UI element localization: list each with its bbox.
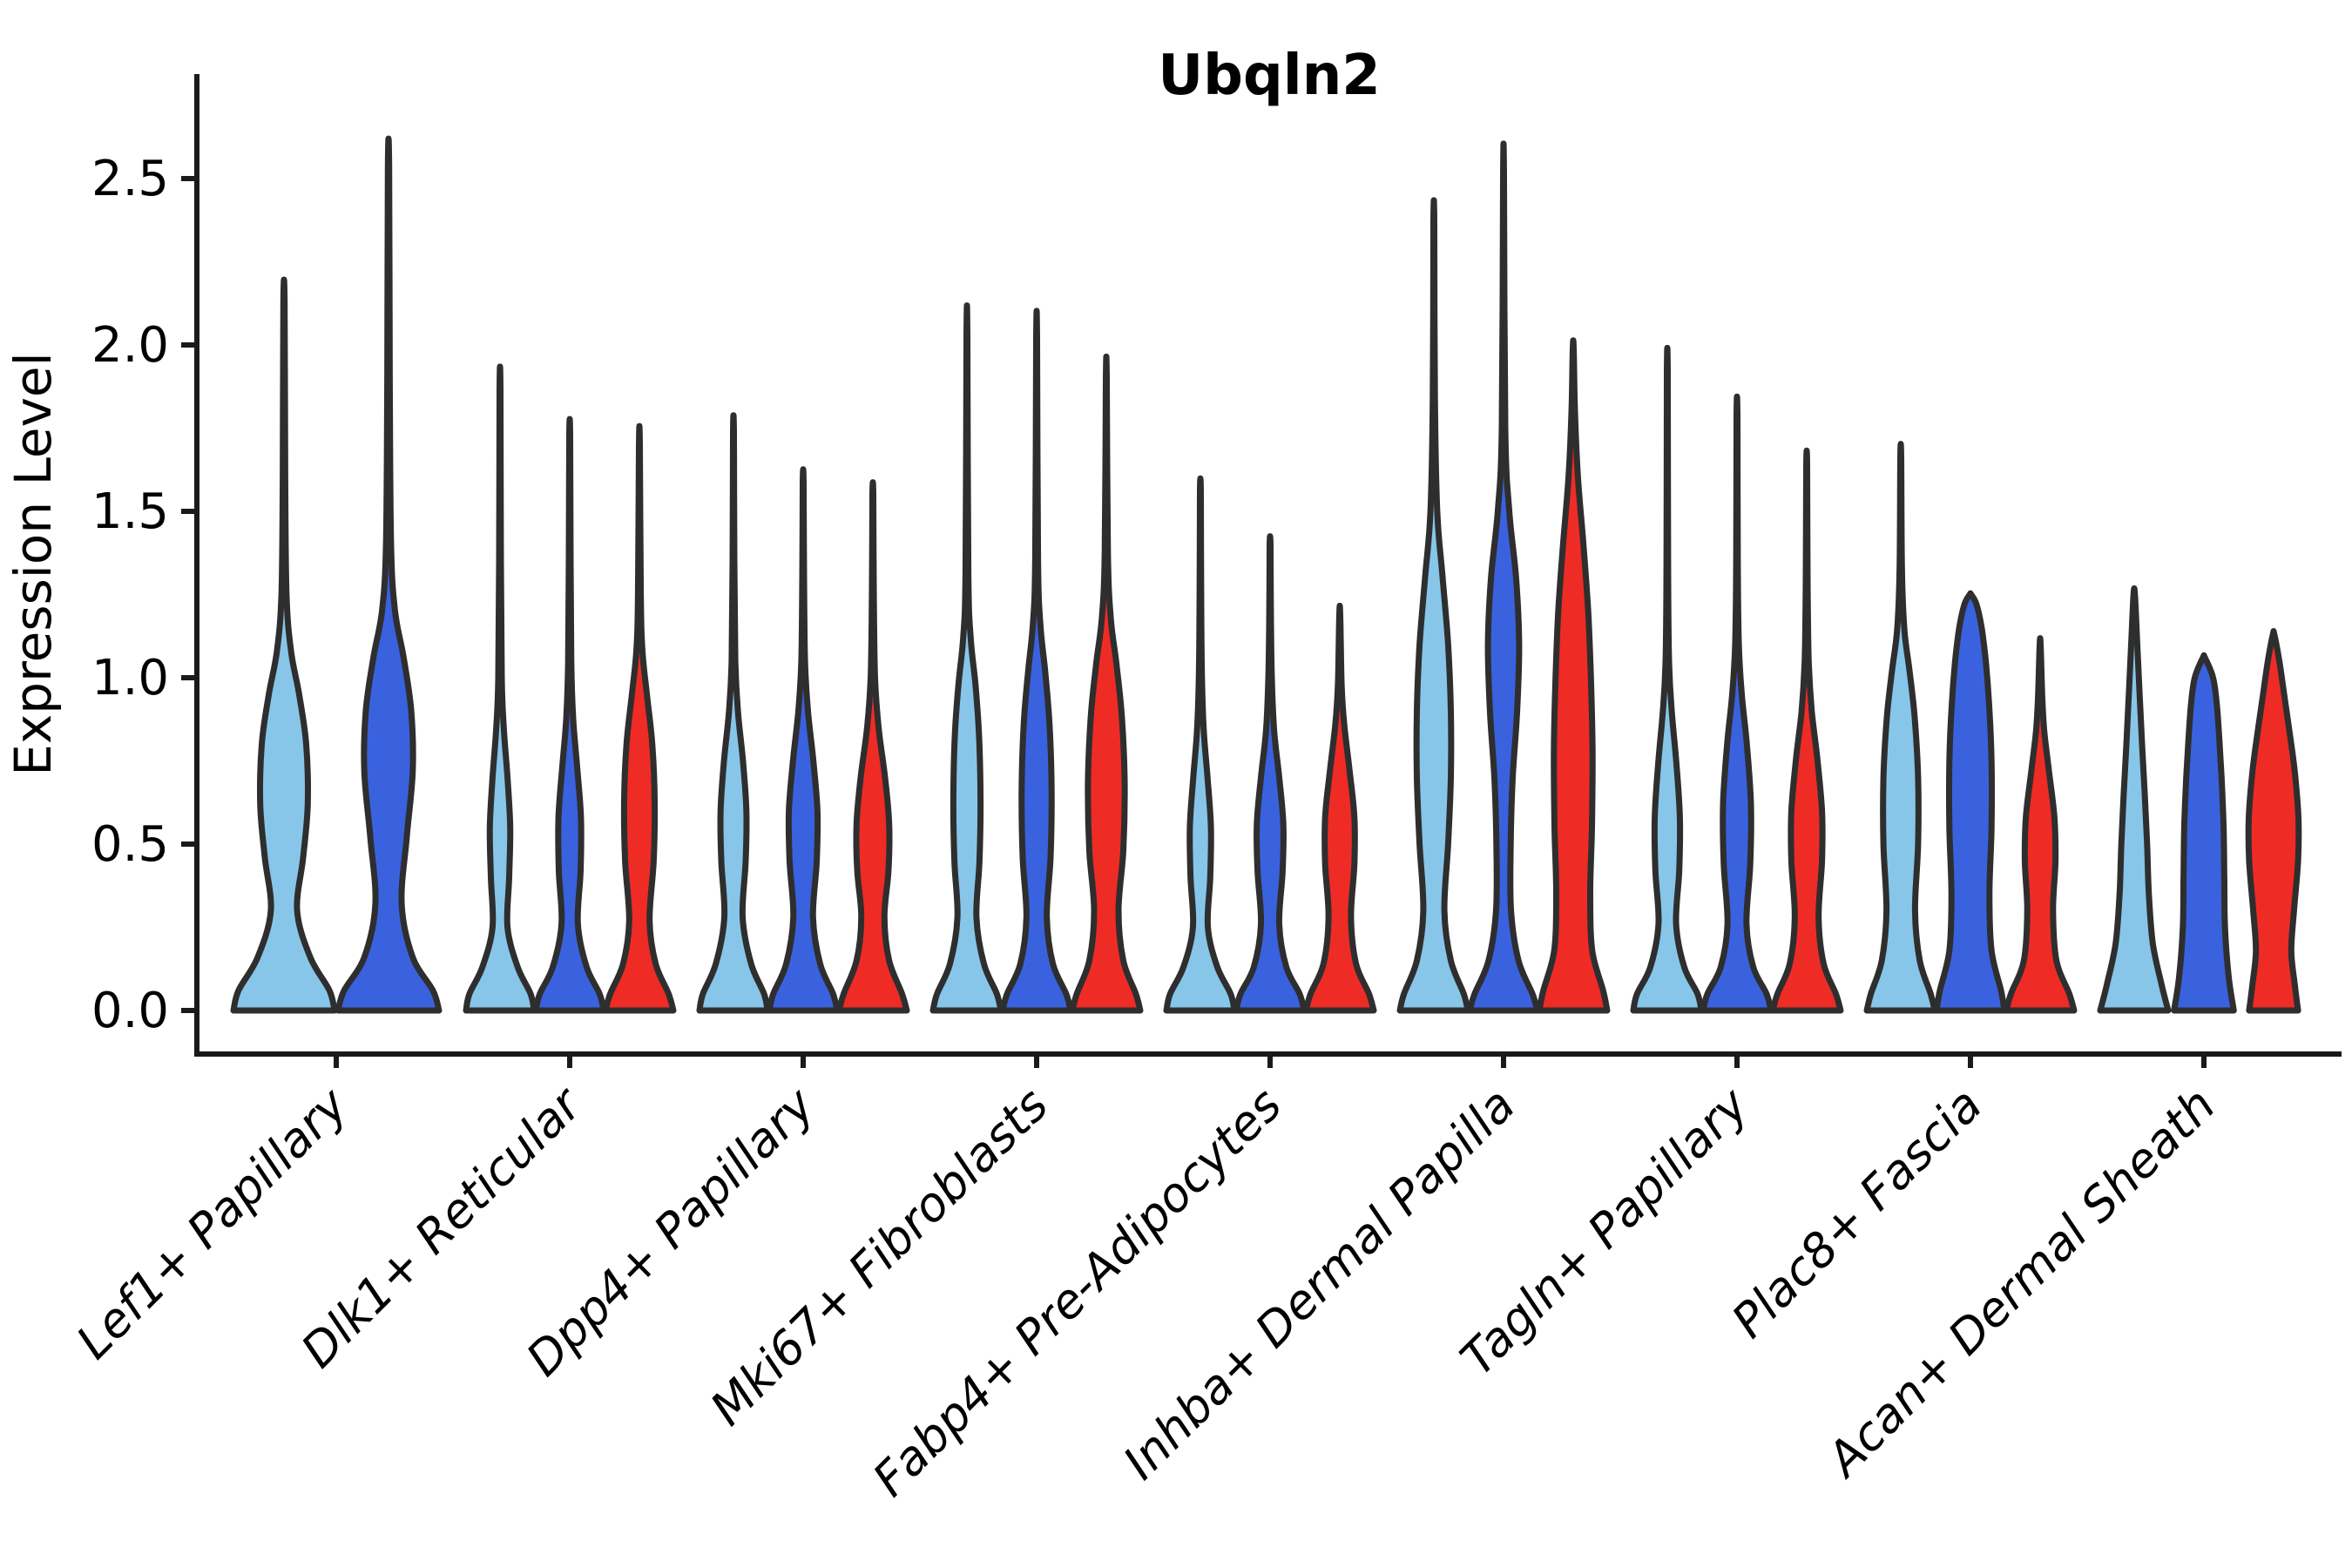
violin-inhba-red bbox=[1536, 337, 1611, 1014]
violin-inhba-dark_blue bbox=[1466, 140, 1541, 1014]
violin-fabp4-red bbox=[1302, 602, 1377, 1014]
chart-title: Ubqln2 bbox=[1158, 44, 1381, 108]
violin-inhba-light_blue bbox=[1396, 197, 1471, 1014]
violin-plac8-red bbox=[2003, 635, 2078, 1014]
x-tick-label-7: Plac8+ Fascia bbox=[1721, 1078, 1992, 1348]
y-tick-label: 0.0 bbox=[91, 983, 169, 1039]
violin-lef1-dark_blue bbox=[335, 135, 443, 1014]
violin-lef1-light_blue bbox=[230, 276, 338, 1014]
violin-plac8-light_blue bbox=[1863, 441, 1938, 1014]
y-tick-label: 0.5 bbox=[91, 816, 169, 873]
violin-mki67-red bbox=[1069, 354, 1144, 1014]
violin-dpp4-dark_blue bbox=[766, 466, 841, 1014]
violin-tagln-dark_blue bbox=[1700, 393, 1774, 1014]
violin-dlk1-light_blue bbox=[463, 363, 537, 1014]
violin-dlk1-red bbox=[602, 422, 677, 1014]
violin-dpp4-red bbox=[835, 479, 910, 1014]
violin-dlk1-dark_blue bbox=[532, 416, 607, 1014]
violin-tagln-light_blue bbox=[1630, 345, 1705, 1014]
y-tick-label: 2.5 bbox=[91, 151, 169, 207]
x-tick-label-8: Acan+ Dermal Sheath bbox=[1815, 1078, 2226, 1489]
x-tick-label-4: Fabp4+ Pre-Adipocytes bbox=[862, 1078, 1292, 1507]
violin-tagln-red bbox=[1769, 447, 1844, 1014]
violin-acan-dark_blue bbox=[2171, 652, 2237, 1014]
y-tick-label: 1.5 bbox=[91, 483, 169, 540]
violin-mki67-light_blue bbox=[929, 302, 1004, 1014]
x-tick-label-5: Inhba+ Dermal Papilla bbox=[1112, 1078, 1525, 1490]
violin-fabp4-dark_blue bbox=[1233, 533, 1308, 1014]
violin-acan-red bbox=[2245, 627, 2302, 1014]
violin-dpp4-light_blue bbox=[696, 412, 771, 1014]
y-axis-label: Expression Level bbox=[3, 352, 63, 775]
violin-acan-light_blue bbox=[2097, 585, 2172, 1014]
violin-fabp4-light_blue bbox=[1163, 475, 1238, 1014]
y-tick-label: 2.0 bbox=[91, 317, 169, 374]
violin-mki67-dark_blue bbox=[999, 308, 1074, 1014]
violin-plac8-dark_blue bbox=[1933, 590, 2008, 1014]
y-tick-label: 1.0 bbox=[91, 650, 169, 706]
